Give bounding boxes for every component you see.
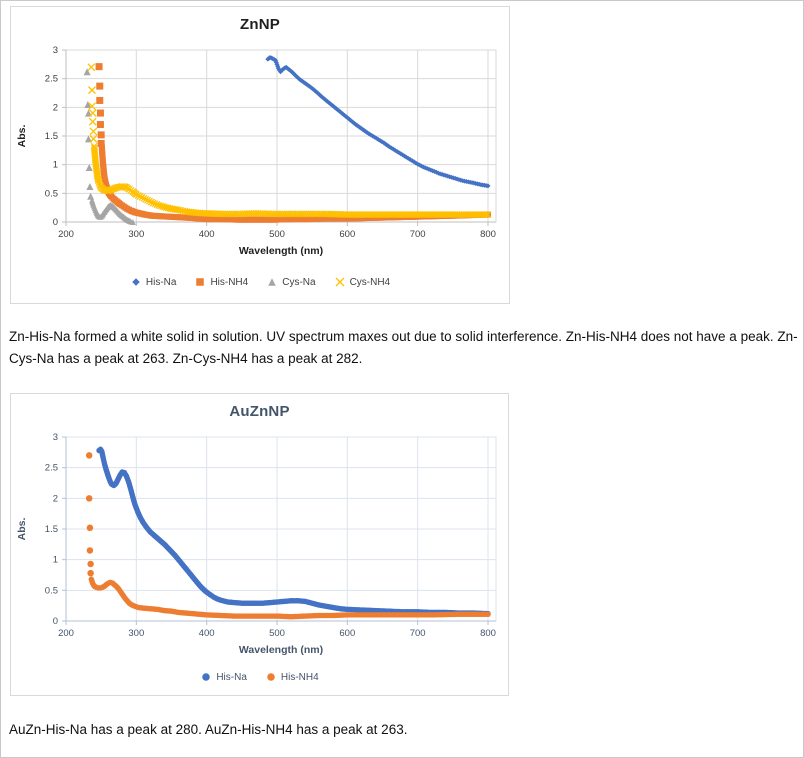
svg-text:800: 800: [480, 628, 496, 639]
legend-item: His-NH4: [194, 276, 248, 288]
caption-znnp: Zn-His-Na formed a white solid in soluti…: [9, 329, 798, 366]
svg-text:3: 3: [53, 432, 58, 443]
svg-text:Abs.: Abs.: [16, 518, 28, 541]
chart-legend: His-Na His-NH4 Cys-Na Cys-NH4: [11, 276, 509, 288]
svg-text:600: 600: [339, 628, 355, 639]
svg-text:800: 800: [480, 229, 496, 240]
svg-text:3: 3: [53, 45, 58, 56]
auznnp-chart-figure: AuZnNP 0 0.5 1 1.5 2 2.5 3 200 300 400 500 600 700 80…: [10, 393, 509, 696]
svg-text:Wavelength (nm): Wavelength (nm): [239, 245, 323, 257]
svg-text:200: 200: [58, 628, 74, 639]
triangle-marker-icon: [268, 278, 276, 286]
znnp-chart-figure: ZnNP 0 0.5 1 1.5 2 2.5 3 200 300 400 500 600 700 800 W…: [10, 6, 510, 304]
legend-label: His-NH4: [280, 671, 319, 683]
svg-text:0: 0: [53, 616, 58, 627]
svg-text:Wavelength (nm): Wavelength (nm): [239, 644, 323, 656]
svg-text:2.5: 2.5: [45, 463, 58, 474]
legend-item: Cys-NH4: [334, 276, 391, 288]
circle-marker-icon: [202, 673, 211, 681]
svg-text:300: 300: [128, 229, 144, 240]
auznnp-chart-plot: 0 0.5 1 1.5 2 2.5 3 200 300 400 500 600 700 800 Wavele…: [16, 432, 497, 656]
circle-marker-icon: [267, 673, 275, 681]
legend-label: Cys-NH4: [349, 276, 391, 288]
svg-text:2: 2: [53, 102, 58, 113]
svg-text:2: 2: [53, 493, 58, 504]
svg-text:Abs.: Abs.: [16, 125, 28, 148]
svg-text:1: 1: [53, 160, 58, 171]
svg-text:1.5: 1.5: [45, 524, 58, 535]
znnp-chart-plot: 0 0.5 1 1.5 2 2.5 3 200 300 400 500 600 700 800 Wavele…: [16, 45, 497, 257]
svg-text:700: 700: [410, 229, 426, 240]
chart-title: ZnNP: [240, 16, 280, 33]
svg-text:1.5: 1.5: [45, 131, 58, 142]
svg-text:500: 500: [269, 628, 285, 639]
legend-item: Cys-Na: [266, 276, 316, 288]
legend-label: His-Na: [145, 276, 177, 288]
legend-item: His-Na: [200, 671, 247, 683]
caption-auznnp: AuZn-His-Na has a peak at 280. AuZn-His-…: [9, 722, 408, 737]
svg-text:600: 600: [339, 229, 355, 240]
chart-legend: His-Na His-NH4: [11, 671, 508, 683]
chart-title: AuZnNP: [229, 403, 290, 420]
svg-text:700: 700: [410, 628, 426, 639]
diamond-marker-icon: [132, 278, 140, 286]
svg-text:2.5: 2.5: [45, 74, 58, 85]
svg-text:300: 300: [128, 628, 144, 639]
legend-item: His-NH4: [265, 671, 319, 683]
square-marker-icon: [196, 278, 205, 286]
svg-text:500: 500: [269, 229, 285, 240]
legend-label: His-NH4: [210, 276, 249, 288]
svg-text:400: 400: [199, 628, 215, 639]
svg-text:200: 200: [58, 229, 74, 240]
svg-text:0.5: 0.5: [45, 188, 58, 199]
legend-label: Cys-Na: [282, 276, 316, 288]
svg-text:0: 0: [53, 217, 58, 228]
svg-text:400: 400: [199, 229, 215, 240]
x-marker-icon: [335, 277, 345, 287]
svg-text:0.5: 0.5: [45, 585, 58, 596]
legend-item: His-Na: [130, 276, 177, 288]
legend-label: His-Na: [216, 671, 247, 683]
svg-text:1: 1: [53, 555, 58, 566]
